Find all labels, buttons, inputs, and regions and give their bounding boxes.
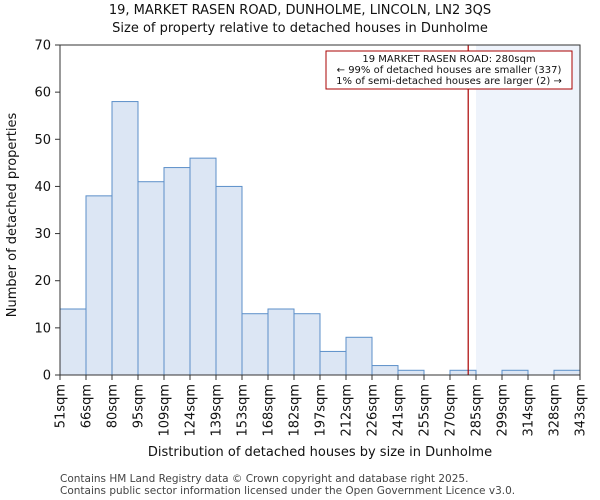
x-tick-label-139sqm: 139sqm <box>210 384 225 437</box>
footer-line-1: Contains HM Land Registry data © Crown c… <box>60 473 468 485</box>
bar-168sqm <box>267 308 295 376</box>
x-tick-label-95sqm: 95sqm <box>132 384 147 428</box>
bars <box>59 101 581 376</box>
bar-212sqm <box>345 336 373 376</box>
x-tick-label-168sqm: 168sqm <box>262 384 277 437</box>
x-tick-label-299sqm: 299sqm <box>496 384 511 437</box>
y-tick-label-40: 40 <box>34 180 51 195</box>
footer-line-2: Contains public sector information licen… <box>60 485 515 497</box>
y-axis-label: Number of detached properties <box>5 113 20 318</box>
y-tick-label-60: 60 <box>34 86 51 101</box>
y-axis-ticks: 0 10 20 30 40 50 60 70 <box>34 39 60 384</box>
annotation-frame <box>325 50 573 90</box>
x-tick-label-197sqm: 197sqm <box>314 384 329 437</box>
annotation-line-2: ← 99% of detached houses are smaller (33… <box>337 65 562 76</box>
bar-226sqm <box>371 365 399 376</box>
x-tick-label-270sqm: 270sqm <box>444 384 459 437</box>
bar-197sqm <box>319 350 347 376</box>
x-tick-label-226sqm: 226sqm <box>366 384 381 437</box>
x-tick-label-80sqm: 80sqm <box>106 384 121 428</box>
bar-139sqm <box>215 185 243 376</box>
bar-182sqm <box>293 313 321 376</box>
x-tick-label-343sqm: 343sqm <box>574 384 589 437</box>
bar-95sqm <box>137 181 165 376</box>
x-tick-label-314sqm: 314sqm <box>522 384 537 437</box>
y-tick-label-0: 0 <box>43 369 51 384</box>
x-axis-label: Distribution of detached houses by size … <box>148 445 492 460</box>
x-axis-ticks: 51sqm 66sqm 80sqm 95sqm 109sqm 124sqm 139sqm 15… <box>54 375 589 437</box>
annotation-line-3: 1% of semi-detached houses are larger (2… <box>336 76 562 87</box>
x-tick-label-285sqm: 285sqm <box>470 384 485 437</box>
y-tick-label-30: 30 <box>34 227 51 242</box>
x-tick-label-328sqm: 328sqm <box>548 384 563 437</box>
x-tick-label-212sqm: 212sqm <box>340 384 355 437</box>
y-tick-label-10: 10 <box>34 321 51 336</box>
y-tick-label-20: 20 <box>34 274 51 289</box>
bar-241sqm <box>397 369 425 376</box>
y-tick-label-50: 50 <box>34 133 51 148</box>
larger-region-highlight <box>476 45 580 375</box>
bar-153sqm <box>241 313 269 376</box>
x-tick-label-124sqm: 124sqm <box>184 384 199 437</box>
annotation-box: 19 MARKET RASEN ROAD: 280sqm ← 99% of de… <box>325 50 573 90</box>
chart-title: 19, MARKET RASEN ROAD, DUNHOLME, LINCOLN… <box>109 3 491 18</box>
bar-66sqm <box>85 195 113 376</box>
x-tick-label-153sqm: 153sqm <box>236 384 251 437</box>
x-tick-label-182sqm: 182sqm <box>288 384 303 437</box>
bar-270sqm <box>449 369 477 376</box>
bar-299sqm <box>501 369 529 376</box>
chart-subtitle: Size of property relative to detached ho… <box>112 21 488 36</box>
x-tick-label-109sqm: 109sqm <box>158 384 173 437</box>
bar-51sqm <box>59 308 87 376</box>
x-tick-label-51sqm: 51sqm <box>54 384 69 428</box>
y-tick-label-70: 70 <box>34 39 51 54</box>
bar-328sqm <box>553 369 581 376</box>
bar-124sqm <box>189 157 217 376</box>
bar-80sqm <box>111 101 139 376</box>
annotation-line-1: 19 MARKET RASEN ROAD: 280sqm <box>362 54 535 65</box>
bar-109sqm <box>163 167 191 376</box>
x-tick-label-66sqm: 66sqm <box>80 384 95 428</box>
x-tick-label-241sqm: 241sqm <box>392 384 407 437</box>
x-tick-label-255sqm: 255sqm <box>418 384 433 437</box>
